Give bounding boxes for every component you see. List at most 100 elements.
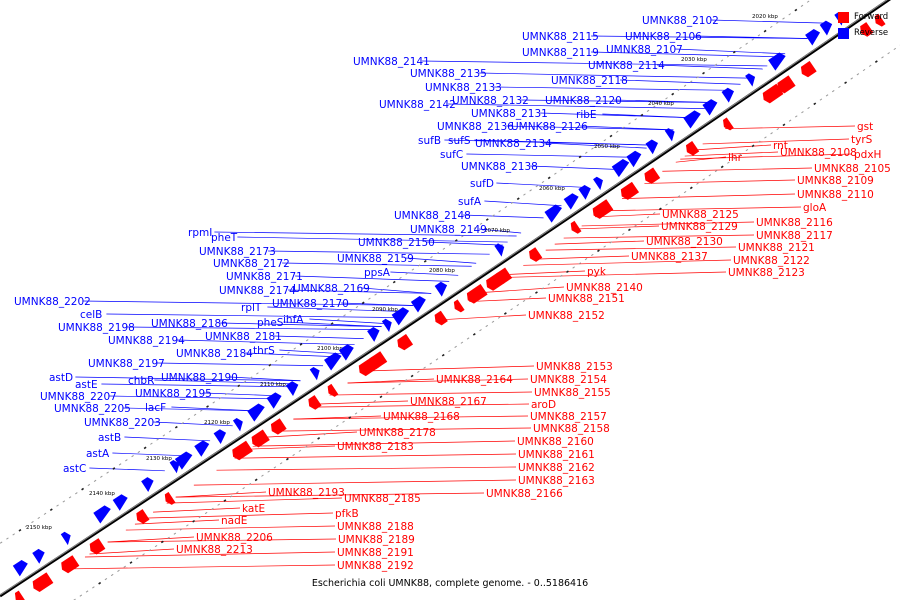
scale-dash: [572, 160, 576, 163]
scale-dash: [330, 322, 334, 325]
reverse-gene-arrow: [410, 296, 426, 313]
forward-leader-line: [234, 453, 517, 459]
reverse-gene-label: rplT: [241, 302, 262, 314]
tick-label: 2080 kbp: [429, 268, 455, 274]
reverse-leader-line: [496, 182, 589, 188]
reverse-gene-label: UMNK88_2131: [471, 108, 548, 120]
scale-dash: [87, 483, 91, 487]
scale-dash: [379, 395, 383, 399]
forward-leader-line: [509, 270, 586, 275]
reverse-leader-line: [230, 376, 301, 382]
reverse-gene-label: sufA: [458, 196, 482, 208]
forward-leader-line: [216, 466, 517, 471]
tick-label: 2090 kbp: [372, 307, 398, 313]
scale-dash: [212, 401, 216, 404]
forward-gene-label: UMNK88_2152: [528, 310, 605, 322]
reverse-leader-line: [506, 125, 674, 131]
forward-leader-line: [662, 167, 813, 172]
scale-dash: [279, 462, 283, 465]
forward-leader-line: [248, 445, 336, 450]
scale-dash: [782, 17, 785, 20]
scale-dash: [142, 553, 145, 556]
reverse-gene-label: sufS: [448, 135, 471, 147]
reverse-gene-label: UMNK88_2195: [135, 388, 212, 400]
scale-dash: [156, 438, 159, 441]
reverse-leader-line: [390, 271, 459, 276]
reverse-gene-label: astE: [75, 379, 98, 391]
scale-dash: [652, 105, 656, 108]
scale-dash: [683, 84, 687, 87]
forward-gene-label: UMNK88_2183: [337, 441, 414, 453]
forward-gene-label: aroD: [531, 399, 556, 411]
scale-dash: [248, 482, 252, 486]
forward-gene-arrow: [860, 22, 874, 37]
reverse-leader-line: [341, 302, 414, 306]
scale-dash: [732, 50, 736, 54]
forward-leader-line: [622, 193, 796, 199]
forward-gene-arrow: [874, 13, 886, 27]
reverse-leader-line: [474, 139, 652, 146]
forward-swatch: [838, 11, 849, 23]
scale-dash: [553, 278, 557, 282]
scale-dash: [677, 195, 681, 198]
scale-dash: [473, 226, 477, 230]
scale-dash: [81, 487, 85, 491]
scale-dash: [485, 218, 489, 221]
scale-dash: [727, 161, 730, 164]
scale-dash: [56, 504, 59, 507]
scale-dash: [769, 25, 773, 29]
figure-caption: Escherichia coli UMNK88, complete genome…: [311, 578, 589, 589]
reverse-leader-line: [711, 19, 830, 24]
reverse-leader-line: [406, 257, 477, 264]
reverse-leader-line: [109, 395, 274, 400]
reverse-gene-arrow: [721, 87, 735, 103]
forward-leader-line: [482, 286, 565, 293]
scale-dash: [304, 445, 308, 448]
forward-gene-label: UMNK88_2189: [338, 534, 415, 546]
scale-dash: [75, 492, 78, 495]
forward-gene-label: UMNK88_2160: [517, 436, 594, 448]
forward-leader-line: [604, 206, 802, 212]
forward-leader-line: [347, 378, 529, 384]
scale-dash: [305, 339, 309, 342]
scale-dash: [757, 34, 761, 37]
forward-gene-arrow: [358, 356, 380, 377]
forward-leader-line: [193, 479, 517, 486]
scale-dash: [541, 287, 544, 290]
scale-dash: [224, 393, 228, 396]
scale-dash: [135, 557, 139, 560]
scale-dash: [392, 280, 396, 284]
scale-dash: [609, 134, 613, 138]
scale-dash: [510, 308, 513, 311]
reverse-leader-line: [83, 300, 414, 306]
scale-dash: [37, 516, 41, 520]
reverse-leader-line: [279, 349, 342, 355]
forward-gene-label: UMNK88_2213: [176, 544, 253, 556]
scale-dash: [714, 63, 718, 66]
reverse-gene-label: UMNK88_2120: [545, 95, 622, 107]
reverse-leader-line: [127, 326, 378, 330]
reverse-gene-label: UMNK88_2133: [425, 82, 502, 94]
forward-leader-line: [175, 491, 267, 498]
reverse-gene-arrow: [174, 451, 193, 470]
scale-dash: [436, 251, 439, 255]
reverse-gene-label: UMNK88_2170: [272, 298, 349, 310]
scale-dash: [504, 206, 508, 209]
scale-dash: [174, 425, 178, 429]
scale-dash: [461, 235, 464, 238]
forward-gene-arrow: [570, 220, 582, 234]
scale-dash: [825, 94, 829, 97]
reverse-leader-line: [274, 335, 364, 340]
scale-dash: [173, 532, 177, 535]
legend-reverse: Reverse: [838, 25, 900, 41]
reverse-gene-label: UMNK88_2205: [54, 403, 131, 415]
reverse-leader-line: [521, 99, 714, 103]
label-leader-lines: [66, 19, 856, 570]
forward-gene-arrow: [89, 538, 106, 555]
reverse-leader-line: [427, 241, 504, 246]
scale-dash: [256, 372, 259, 375]
reverse-gene-label: UMNK88_2132: [452, 95, 529, 107]
scale-dash: [764, 136, 767, 139]
reverse-gene-label: UMNK88_2197: [88, 358, 165, 370]
forward-gene-label: UMNK88_2154: [530, 374, 607, 386]
